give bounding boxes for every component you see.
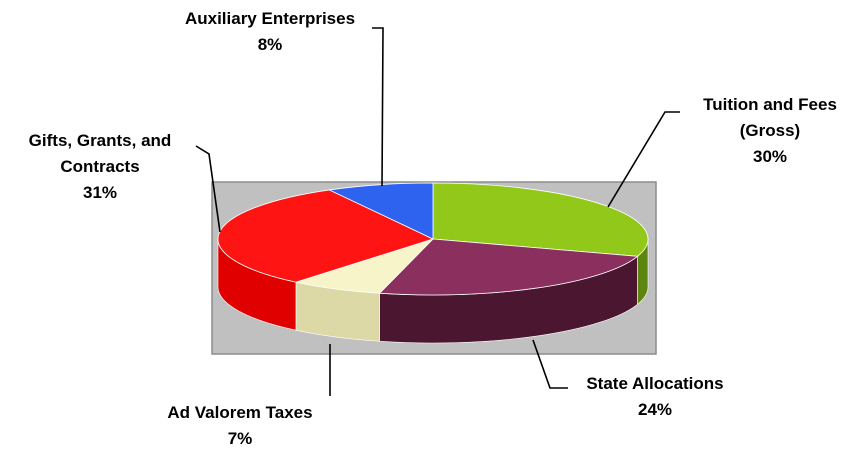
data-label-name-ad-valorem-taxes: Ad Valorem Taxes bbox=[167, 403, 312, 422]
slice-state-allocations bbox=[378, 238, 639, 296]
data-label-percent-state-allocations: 24% bbox=[638, 400, 672, 419]
data-label-name-tuition-and-fees-gross: Tuition and Fees bbox=[703, 95, 837, 114]
data-label-name-gifts-grants-and-contracts: Gifts, Grants, and bbox=[29, 131, 172, 150]
pie-sides bbox=[217, 238, 649, 344]
data-label-percent-tuition-and-fees-gross: 30% bbox=[753, 147, 787, 166]
data-label-name-state-allocations: State Allocations bbox=[586, 374, 723, 393]
pie-tops bbox=[217, 182, 649, 296]
data-label-percent-gifts-grants-and-contracts: 31% bbox=[83, 183, 117, 202]
data-label-name-tuition-and-fees-gross: (Gross) bbox=[740, 121, 800, 140]
slice-gifts-grants-and-contracts bbox=[217, 189, 435, 283]
leader-line-tuition-and-fees-gross bbox=[607, 111, 680, 208]
leader-line-auxiliary-enterprises bbox=[372, 27, 384, 187]
data-label-name-gifts-grants-and-contracts: Contracts bbox=[60, 157, 139, 176]
slice-auxiliary-enterprises bbox=[328, 182, 434, 240]
data-label-name-auxiliary-enterprises: Auxiliary Enterprises bbox=[185, 9, 355, 28]
leader-lines bbox=[195, 27, 680, 396]
data-label-percent-ad-valorem-taxes: 7% bbox=[228, 429, 253, 448]
slice-tuition-and-fees-gross bbox=[432, 182, 649, 257]
data-labels: Tuition and Fees (Gross) 30% State Allocati… bbox=[29, 9, 837, 448]
leader-line-state-allocations bbox=[532, 339, 568, 389]
data-label-percent-auxiliary-enterprises: 8% bbox=[258, 35, 283, 54]
leader-line-gifts-grants-and-contracts bbox=[195, 145, 221, 233]
